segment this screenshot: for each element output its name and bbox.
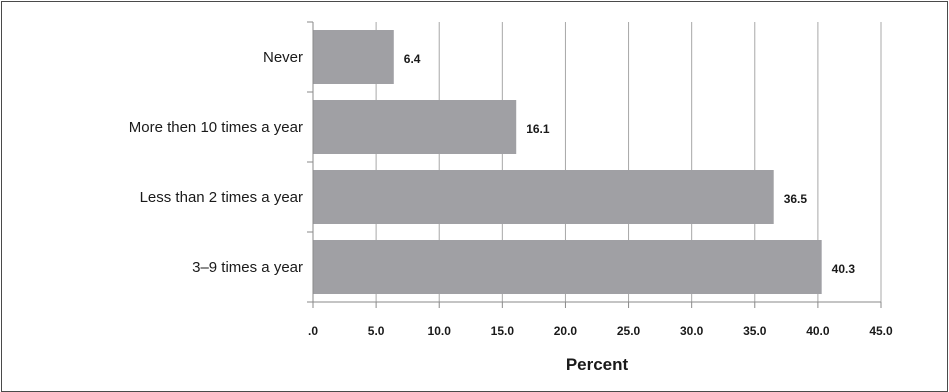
data-label: 16.1 [526, 122, 550, 136]
bars [313, 30, 822, 294]
bar [313, 170, 774, 224]
x-tick-label: 40.0 [806, 324, 830, 338]
data-label: 36.5 [784, 192, 808, 206]
x-tick-label: 30.0 [680, 324, 704, 338]
labels: 6.4 Never 16.1 More then 10 times a year 36.… [129, 49, 893, 338]
x-tick-label: 35.0 [743, 324, 767, 338]
x-tick-label: 25.0 [617, 324, 641, 338]
category-label: Less than 2 times a year [140, 189, 303, 206]
bar [313, 240, 822, 294]
category-label: More then 10 times a year [129, 119, 303, 136]
x-tick-label: 10.0 [428, 324, 452, 338]
bar [313, 30, 394, 84]
category-label: Never [263, 49, 303, 66]
x-tick-label: 5.0 [368, 324, 385, 338]
x-axis-title: Percent [566, 355, 629, 374]
axes [307, 21, 882, 308]
category-label: 3–9 times a year [192, 259, 303, 276]
data-label: 40.3 [832, 262, 856, 276]
x-tick-label: 20.0 [554, 324, 578, 338]
x-tick-label: .0 [308, 324, 318, 338]
bar [313, 100, 517, 154]
x-tick-label: 15.0 [491, 324, 515, 338]
x-tick-label: 45.0 [869, 324, 893, 338]
data-label: 6.4 [404, 52, 421, 66]
